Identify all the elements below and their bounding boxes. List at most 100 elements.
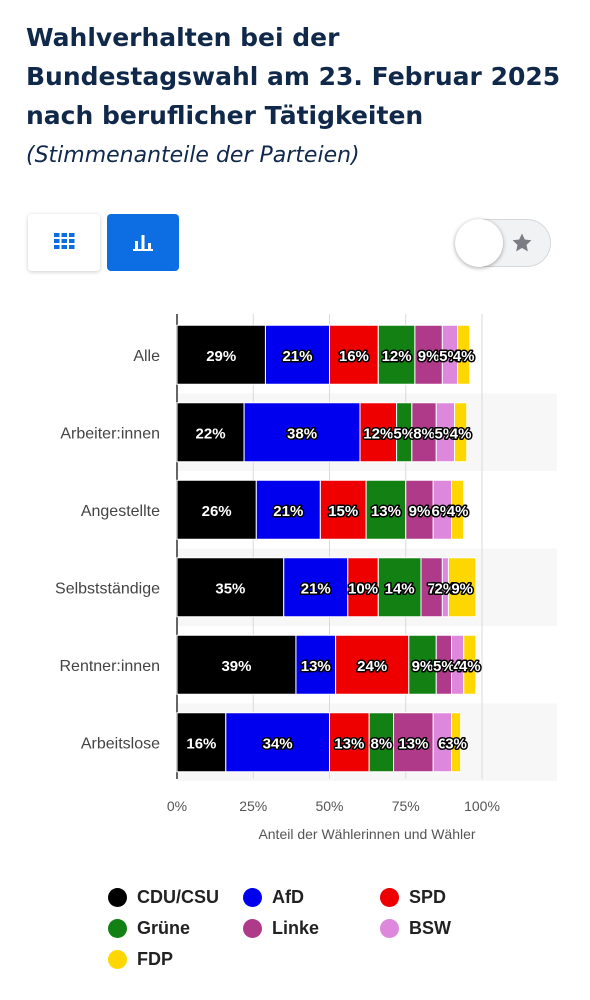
bar-segment[interactable] (176, 712, 227, 773)
data-label: 2% (435, 580, 457, 597)
bar-segment[interactable] (329, 712, 370, 773)
data-label: 4% (447, 503, 469, 520)
data-label: 7 (428, 580, 436, 597)
bar-segment[interactable] (176, 634, 297, 695)
bar-segment[interactable] (451, 712, 462, 773)
bar-segment[interactable] (368, 712, 395, 773)
grid-icon (54, 233, 75, 249)
data-label: 9% (418, 348, 440, 365)
gridlines (176, 314, 483, 779)
legend-swatch (108, 918, 127, 938)
bar-segment[interactable] (408, 634, 437, 695)
bar-segment[interactable] (405, 479, 434, 540)
toggle-knob (455, 219, 503, 267)
bar-segment[interactable] (243, 402, 361, 463)
bar-segment[interactable] (377, 324, 416, 385)
bar-segment[interactable] (451, 479, 465, 540)
chart-subtitle: (Stimmenanteile der Parteien) (26, 143, 360, 168)
category-labels: Alle Arbeiter:innen Angestellte Selbstständ… (55, 348, 160, 753)
bar-segment[interactable] (454, 402, 468, 463)
data-label: 21% (282, 348, 312, 365)
legend-item[interactable]: CDU/CSU (108, 884, 219, 910)
legend-swatch (243, 887, 262, 907)
bar-segment[interactable] (283, 557, 349, 618)
legend-label: Grüne (137, 917, 191, 938)
data-label: 4% (453, 348, 475, 365)
data-label: 21% (273, 503, 303, 520)
category-label: Rentner:innen (59, 658, 160, 675)
bar-segment[interactable] (377, 557, 422, 618)
bar-segment[interactable] (414, 324, 443, 385)
table-view-button[interactable] (28, 214, 100, 271)
data-label: 35% (215, 580, 245, 597)
bar-segment[interactable] (393, 712, 434, 773)
data-label: 21% (301, 580, 331, 597)
legend-item[interactable]: AfD (243, 884, 304, 910)
category-label: Arbeiter:innen (60, 425, 160, 442)
data-label: 16% (339, 348, 369, 365)
category-label: Arbeitslose (81, 735, 160, 752)
bar-segment[interactable] (319, 479, 367, 540)
data-label: 26% (202, 503, 232, 520)
data-label: 9% (451, 580, 473, 597)
legend-label: BSW (409, 917, 451, 938)
legend-label: SPD (409, 886, 447, 907)
legend-swatch (108, 949, 127, 969)
chart-title: Wahlverhalten bei der Bundestagswahl am … (26, 23, 561, 130)
bar-segment[interactable] (447, 557, 477, 618)
data-label: 9% (409, 503, 431, 520)
legend-item[interactable]: Grüne (108, 915, 190, 941)
data-label: 4% (459, 658, 481, 675)
data-label: 34% (263, 735, 293, 752)
x-tick-label: 100% (464, 798, 500, 814)
legend-swatch (380, 918, 399, 938)
legend-label: FDP (137, 948, 173, 969)
bar-segment[interactable] (347, 557, 379, 618)
bar-segment[interactable] (295, 634, 337, 695)
bar-segment[interactable] (329, 324, 379, 385)
bar-segment[interactable] (176, 402, 245, 463)
data-label: 13% (334, 735, 364, 752)
bar-segment[interactable] (359, 402, 398, 463)
data-label: 38% (287, 425, 317, 442)
data-label: 5% (435, 425, 457, 442)
chart-view-button[interactable] (107, 214, 179, 271)
category-label: Selbstständige (55, 580, 160, 597)
x-tick-labels: 0% 25% 50% 75% 100% (167, 798, 500, 814)
data-label: 12% (363, 425, 393, 442)
data-label: 22% (196, 425, 226, 442)
data-label: 5% (393, 425, 415, 442)
bar-segment[interactable] (176, 324, 266, 385)
legend-label: CDU/CSU (137, 886, 220, 907)
x-tick-label: 25% (239, 798, 267, 814)
x-tick-label: 0% (167, 798, 187, 814)
data-label: 5% (433, 658, 455, 675)
legend-swatch (243, 918, 262, 938)
bars: 29% 21% 16% 12% 9% 5%4%22% 38% 12% 5%8% 5%4%26% 21… (176, 324, 482, 773)
bar-segment[interactable] (457, 324, 471, 385)
bar-segment[interactable] (176, 557, 285, 618)
legend-item[interactable]: BSW (380, 915, 451, 941)
legend-swatch (380, 887, 399, 907)
favorite-toggle[interactable] (455, 219, 551, 267)
bar-segment[interactable] (411, 402, 437, 463)
data-label: 24% (357, 658, 387, 675)
data-label: 8% (371, 735, 393, 752)
data-label: 15% (328, 503, 358, 520)
data-label: 4 (453, 658, 462, 675)
legend-item[interactable]: FDP (108, 946, 173, 972)
bar-segment[interactable] (365, 479, 407, 540)
data-label: 16% (186, 735, 216, 752)
legend-swatch (108, 887, 127, 907)
data-label: 10% (348, 580, 378, 597)
legend-item[interactable]: SPD (380, 884, 446, 910)
data-label: 39% (221, 658, 251, 675)
x-tick-label: 75% (392, 798, 420, 814)
data-label: 9% (412, 658, 434, 675)
data-label: 8% (413, 425, 435, 442)
bar-chart-icon (133, 235, 153, 251)
legend-item[interactable]: Linke (243, 915, 319, 941)
data-label: 6% (432, 503, 454, 520)
bar-segment[interactable] (463, 634, 477, 695)
legend-label: Linke (272, 917, 320, 938)
